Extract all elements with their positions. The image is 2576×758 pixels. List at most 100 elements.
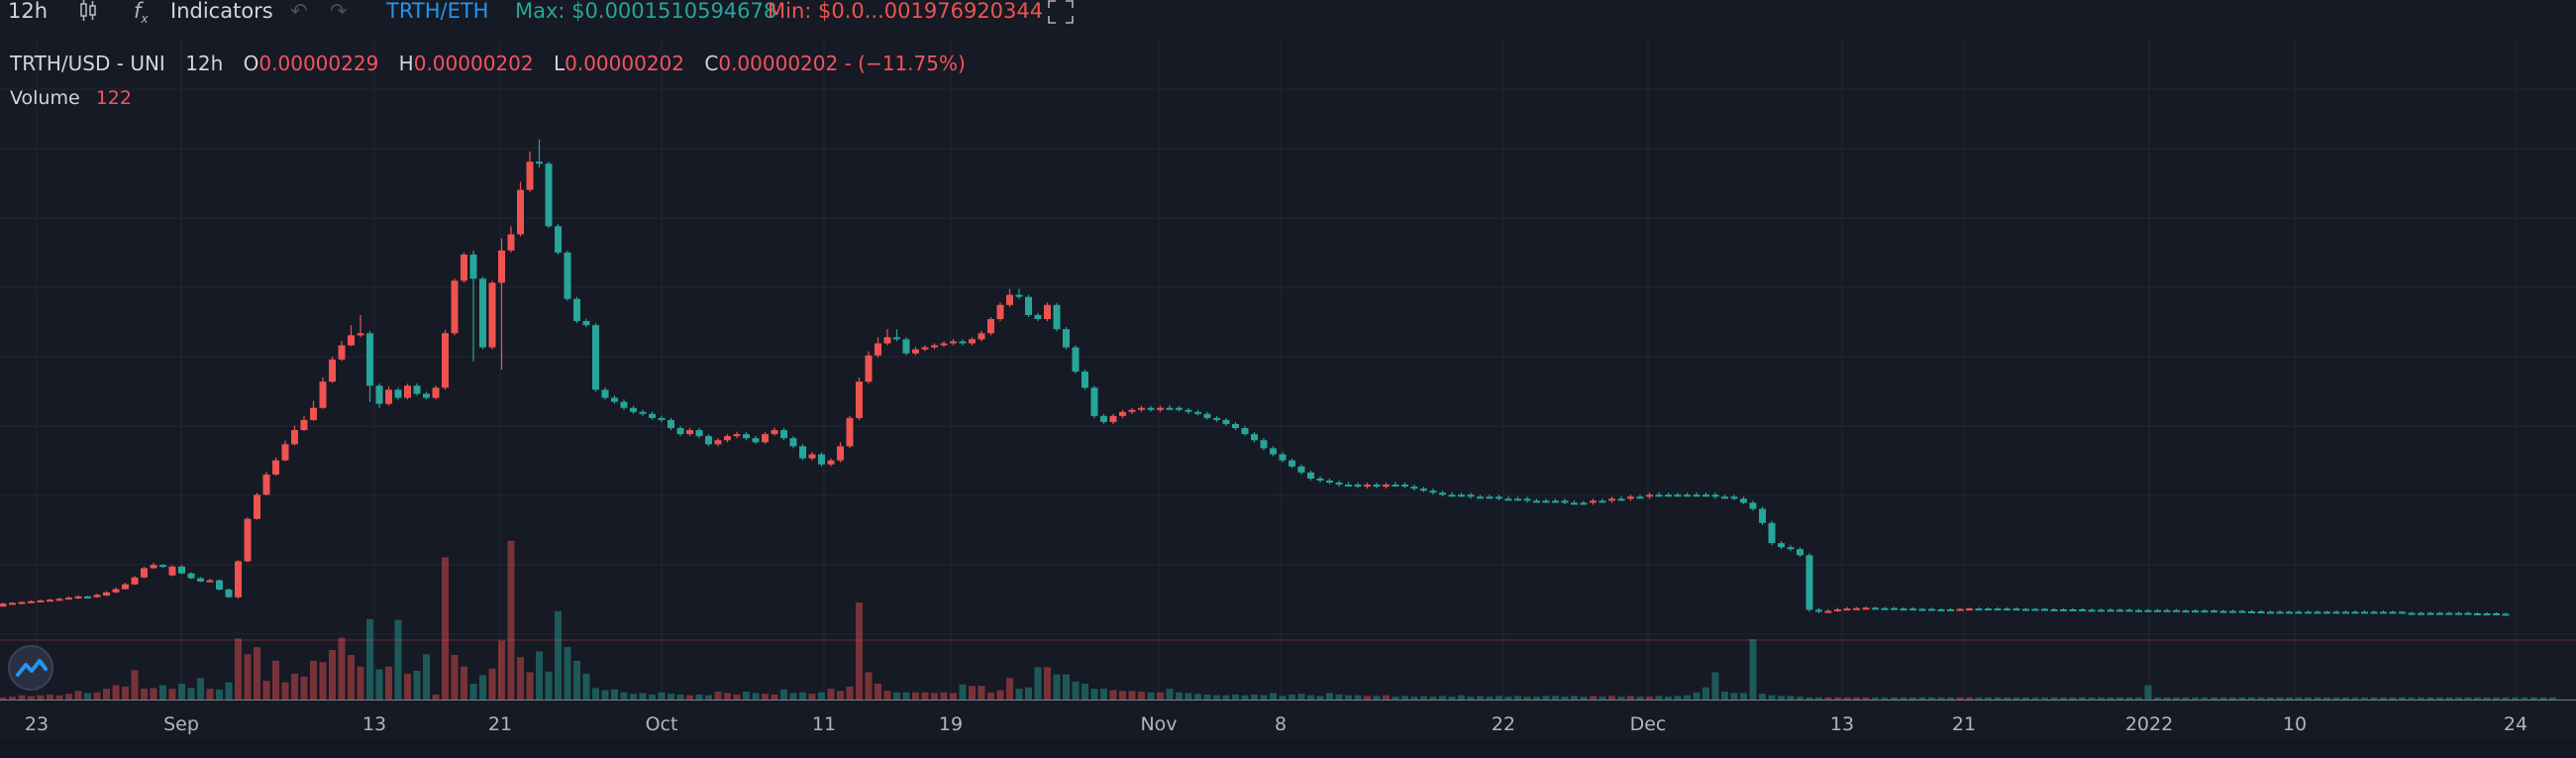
volume-label[interactable]: Volume bbox=[10, 87, 80, 109]
candle-body bbox=[2257, 611, 2265, 613]
candle-body bbox=[1590, 500, 1597, 503]
volume-bar bbox=[1580, 697, 1588, 700]
volume-bar bbox=[37, 695, 45, 700]
candle bbox=[1157, 405, 1164, 412]
candle-body bbox=[1617, 498, 1625, 501]
volume-bar bbox=[2219, 697, 2227, 700]
undo-icon[interactable]: ↶ bbox=[290, 0, 308, 23]
candle-body bbox=[959, 341, 967, 344]
candle bbox=[752, 436, 760, 444]
candle bbox=[1702, 492, 1709, 497]
volume-bar bbox=[592, 688, 599, 700]
candle-body bbox=[705, 436, 712, 445]
candle bbox=[2332, 610, 2340, 614]
candle bbox=[2211, 608, 2217, 613]
volume-bar bbox=[2201, 697, 2209, 700]
candle bbox=[423, 391, 430, 400]
candle-body bbox=[1834, 608, 1841, 611]
volume-bar bbox=[1316, 696, 1324, 700]
volume-bar bbox=[1072, 681, 1080, 700]
candle bbox=[818, 452, 825, 467]
candle-body bbox=[272, 460, 279, 475]
candle bbox=[2474, 611, 2481, 616]
change-value: - (−11.75%) bbox=[844, 52, 966, 75]
volume-bar bbox=[1947, 697, 1954, 700]
candle-body bbox=[1740, 498, 1747, 503]
candle-body bbox=[244, 518, 252, 562]
candle-body bbox=[582, 321, 590, 326]
candle bbox=[1730, 494, 1738, 500]
candle-body bbox=[18, 601, 26, 604]
candle bbox=[168, 565, 176, 577]
candle bbox=[771, 427, 778, 436]
volume-bar bbox=[1063, 674, 1070, 700]
candle bbox=[1288, 458, 1295, 469]
volume-bar bbox=[28, 696, 35, 700]
volume-bar bbox=[1815, 697, 1822, 700]
candle bbox=[1928, 607, 1935, 611]
symbol-name[interactable]: TRTH/USD - UNI bbox=[10, 52, 165, 75]
candle-body bbox=[1128, 409, 1136, 412]
tradingview-logo-icon[interactable] bbox=[8, 645, 53, 691]
candle-body bbox=[1504, 498, 1512, 501]
candle-body bbox=[601, 389, 609, 398]
volume-bar bbox=[2530, 697, 2537, 700]
volume-bar bbox=[1778, 696, 1785, 700]
volume-bar bbox=[2060, 697, 2067, 700]
candle-body bbox=[1947, 608, 1954, 611]
volume-bar bbox=[2493, 697, 2500, 700]
volume-bar bbox=[1203, 694, 1211, 700]
volume-bar bbox=[404, 673, 411, 700]
indicators-icon[interactable]: fx bbox=[134, 0, 149, 27]
volume-bar bbox=[2192, 697, 2199, 700]
high-label: H bbox=[398, 52, 414, 75]
volume-bar bbox=[272, 660, 279, 700]
redo-icon[interactable]: ↷ bbox=[330, 0, 348, 23]
volume-bar bbox=[357, 666, 364, 700]
volume-bar bbox=[1345, 695, 1352, 700]
candle-body bbox=[1232, 423, 1239, 429]
interval-selector[interactable]: 12h bbox=[8, 0, 49, 23]
candle-body bbox=[1090, 387, 1098, 416]
candle bbox=[507, 226, 515, 253]
compare-symbol[interactable]: TRTH/ETH bbox=[386, 0, 489, 23]
volume-bar bbox=[1439, 696, 1446, 700]
candle bbox=[799, 444, 806, 461]
candle bbox=[1297, 464, 1305, 475]
volume-bar bbox=[1872, 697, 1879, 700]
candles-icon[interactable] bbox=[77, 0, 99, 26]
candle-body bbox=[423, 393, 430, 398]
candle-body bbox=[1486, 496, 1494, 499]
candle bbox=[1778, 541, 1785, 550]
x-tick-label: 23 bbox=[25, 713, 49, 735]
candle bbox=[658, 415, 666, 422]
volume-bar bbox=[1561, 697, 1569, 700]
candle-body bbox=[1684, 494, 1691, 497]
candle-body bbox=[1665, 494, 1672, 497]
candle-body bbox=[2426, 612, 2434, 615]
volume-bar bbox=[1891, 697, 1898, 700]
candle bbox=[348, 325, 355, 347]
volume-bar bbox=[103, 689, 110, 700]
volume-bar bbox=[1966, 697, 1973, 700]
candle-body bbox=[893, 337, 900, 340]
candle-body bbox=[281, 444, 289, 461]
volume-bar bbox=[131, 670, 139, 700]
volume-bar bbox=[0, 697, 7, 700]
candle bbox=[2493, 611, 2500, 616]
candle-body bbox=[2418, 612, 2424, 615]
ohlc-legend: TRTH/USD - UNI 12h O0.00000229 H0.000002… bbox=[10, 52, 966, 75]
candle bbox=[1646, 492, 1653, 499]
volume-bar bbox=[2314, 697, 2321, 700]
candle-body bbox=[262, 474, 270, 495]
indicators-button[interactable]: Indicators bbox=[170, 0, 273, 23]
fullscreen-icon[interactable] bbox=[1048, 0, 1074, 28]
volume-bar bbox=[1044, 667, 1051, 700]
volume-bar bbox=[329, 649, 336, 700]
candle bbox=[1504, 495, 1512, 501]
volume-bar bbox=[705, 695, 712, 700]
candle-body bbox=[206, 580, 214, 583]
x-tick-label: Oct bbox=[646, 713, 678, 735]
candle bbox=[2445, 611, 2453, 615]
